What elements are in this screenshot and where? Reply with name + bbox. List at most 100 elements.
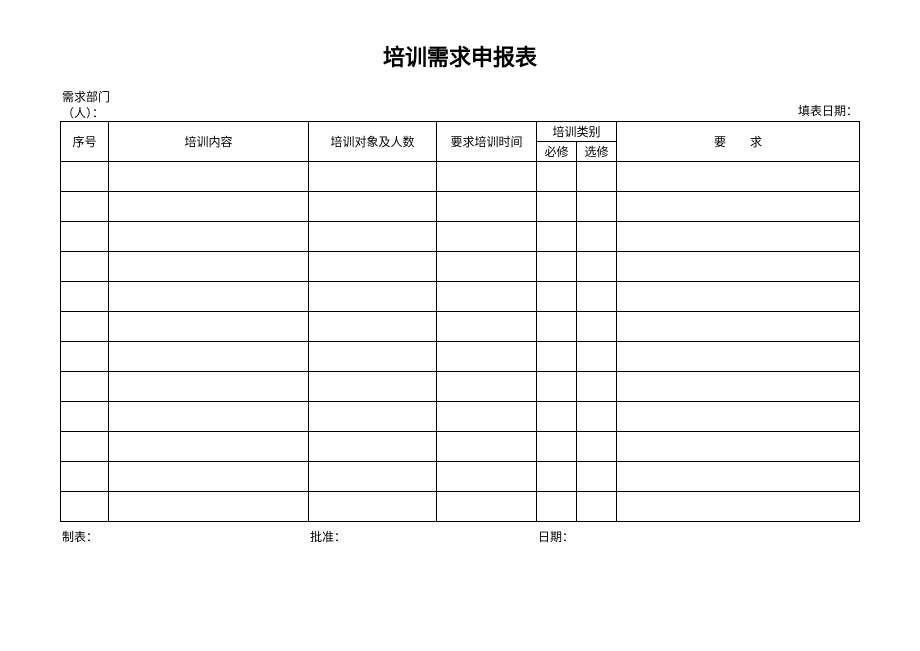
table-row [61,432,860,462]
cell-time[interactable] [437,252,537,282]
cell-elective[interactable] [577,492,617,522]
cell-target[interactable] [309,372,437,402]
cell-target[interactable] [309,342,437,372]
department-label: 需求部门 （人）： [62,90,110,121]
cell-time[interactable] [437,342,537,372]
cell-seq[interactable] [61,252,109,282]
cell-elective[interactable] [577,162,617,192]
cell-required[interactable] [537,192,577,222]
cell-time[interactable] [437,192,537,222]
cell-required[interactable] [537,222,577,252]
table-row [61,492,860,522]
cell-elective[interactable] [577,312,617,342]
cell-seq[interactable] [61,312,109,342]
cell-requirement[interactable] [617,222,860,252]
cell-elective[interactable] [577,342,617,372]
cell-required[interactable] [537,252,577,282]
cell-seq[interactable] [61,462,109,492]
cell-requirement[interactable] [617,282,860,312]
cell-time[interactable] [437,402,537,432]
cell-target[interactable] [309,462,437,492]
cell-content[interactable] [109,162,309,192]
cell-required[interactable] [537,312,577,342]
cell-content[interactable] [109,282,309,312]
cell-required[interactable] [537,462,577,492]
cell-required[interactable] [537,432,577,462]
cell-target[interactable] [309,162,437,192]
cell-time[interactable] [437,282,537,312]
footer-approver: 批准： [310,528,538,545]
cell-requirement[interactable] [617,312,860,342]
cell-target[interactable] [309,492,437,522]
cell-time[interactable] [437,162,537,192]
cell-seq[interactable] [61,222,109,252]
cell-time[interactable] [437,492,537,522]
col-elective: 选修 [577,142,617,162]
cell-target[interactable] [309,402,437,432]
page-title: 培训需求申报表 [60,40,860,72]
cell-content[interactable] [109,342,309,372]
cell-required[interactable] [537,402,577,432]
cell-requirement[interactable] [617,192,860,222]
col-requirement-text: 要求 [690,135,786,149]
cell-seq[interactable] [61,282,109,312]
cell-requirement[interactable] [617,162,860,192]
col-seq: 序号 [61,122,109,162]
cell-seq[interactable] [61,162,109,192]
cell-seq[interactable] [61,492,109,522]
cell-content[interactable] [109,222,309,252]
cell-content[interactable] [109,402,309,432]
cell-target[interactable] [309,252,437,282]
col-content: 培训内容 [109,122,309,162]
cell-elective[interactable] [577,252,617,282]
cell-requirement[interactable] [617,492,860,522]
cell-elective[interactable] [577,282,617,312]
cell-content[interactable] [109,372,309,402]
cell-target[interactable] [309,432,437,462]
cell-target[interactable] [309,312,437,342]
cell-requirement[interactable] [617,372,860,402]
cell-time[interactable] [437,372,537,402]
department-label-line1: 需求部门 [62,90,110,104]
cell-target[interactable] [309,282,437,312]
cell-content[interactable] [109,192,309,222]
cell-required[interactable] [537,492,577,522]
cell-requirement[interactable] [617,432,860,462]
department-label-line2: （人）： [62,106,104,120]
cell-elective[interactable] [577,462,617,492]
cell-required[interactable] [537,372,577,402]
cell-target[interactable] [309,192,437,222]
cell-elective[interactable] [577,402,617,432]
cell-time[interactable] [437,432,537,462]
cell-elective[interactable] [577,222,617,252]
cell-requirement[interactable] [617,342,860,372]
training-table: 序号 培训内容 培训对象及人数 要求培训时间 培训类别 要求 必修 选修 [60,121,860,522]
footer-maker: 制表： [62,528,310,545]
cell-seq[interactable] [61,432,109,462]
cell-content[interactable] [109,492,309,522]
cell-content[interactable] [109,312,309,342]
cell-elective[interactable] [577,372,617,402]
cell-content[interactable] [109,462,309,492]
cell-seq[interactable] [61,402,109,432]
cell-seq[interactable] [61,342,109,372]
cell-seq[interactable] [61,372,109,402]
cell-content[interactable] [109,432,309,462]
cell-requirement[interactable] [617,462,860,492]
cell-time[interactable] [437,222,537,252]
cell-required[interactable] [537,282,577,312]
cell-requirement[interactable] [617,402,860,432]
cell-time[interactable] [437,312,537,342]
cell-content[interactable] [109,252,309,282]
cell-required[interactable] [537,162,577,192]
cell-target[interactable] [309,222,437,252]
cell-seq[interactable] [61,192,109,222]
cell-time[interactable] [437,462,537,492]
cell-elective[interactable] [577,192,617,222]
footer-date: 日期： [538,528,574,545]
fill-date-label: 填表日期： [798,102,858,121]
cell-elective[interactable] [577,432,617,462]
cell-requirement[interactable] [617,252,860,282]
cell-required[interactable] [537,342,577,372]
table-row [61,282,860,312]
